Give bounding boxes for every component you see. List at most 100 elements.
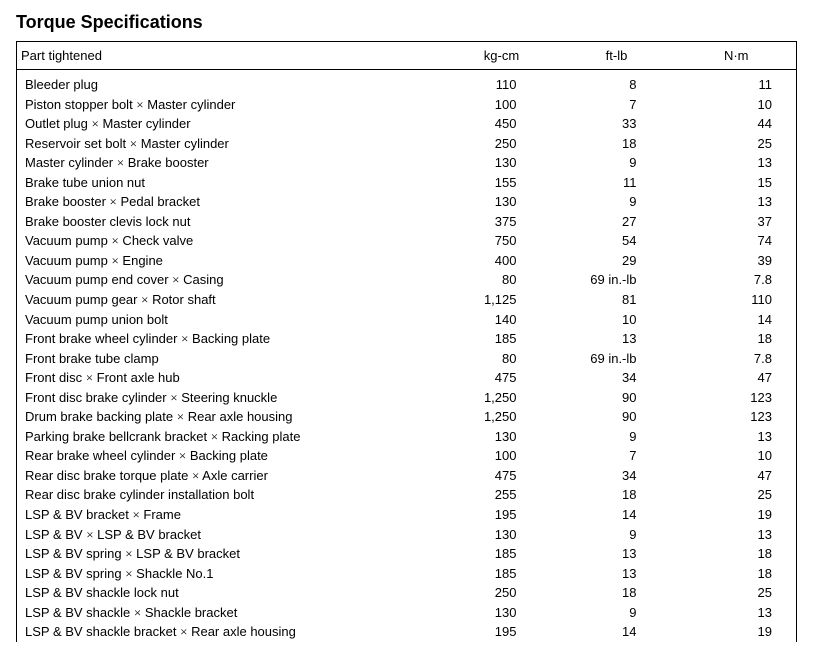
- cell-nm: 39: [677, 251, 797, 271]
- cell-ftlb: 54: [557, 231, 677, 251]
- cell-part: Rear brake wheel cylinder × Backing plat…: [17, 446, 447, 466]
- cell-part: Brake tube union nut: [17, 173, 447, 193]
- table-row: Reservoir set bolt × Master cylinder2501…: [17, 134, 797, 154]
- cell-ftlb: 34: [557, 466, 677, 486]
- table-row: LSP & BV shackle bracket × Rear axle hou…: [17, 622, 797, 642]
- cell-nm: 10: [677, 446, 797, 466]
- cell-part: LSP & BV × LSP & BV bracket: [17, 525, 447, 545]
- cell-ftlb: 13: [557, 329, 677, 349]
- cell-kgcm: 140: [447, 310, 557, 330]
- cell-nm: 47: [677, 368, 797, 388]
- col-header-part: Part tightened: [17, 42, 447, 70]
- cell-nm: 13: [677, 153, 797, 173]
- table-row: Outlet plug × Master cylinder4503344: [17, 114, 797, 134]
- table-row: LSP & BV × LSP & BV bracket130913: [17, 525, 797, 545]
- cell-kgcm: 130: [447, 427, 557, 447]
- cell-kgcm: 1,250: [447, 388, 557, 408]
- table-row: Vacuum pump × Engine4002939: [17, 251, 797, 271]
- col-header-kgcm: kg-cm: [447, 42, 557, 70]
- cell-nm: 11: [677, 70, 797, 95]
- cell-nm: 10: [677, 95, 797, 115]
- cell-part: Brake booster × Pedal bracket: [17, 192, 447, 212]
- cell-part: Vacuum pump end cover × Casing: [17, 270, 447, 290]
- cell-nm: 13: [677, 603, 797, 623]
- cell-nm: 25: [677, 485, 797, 505]
- cell-part: Front brake wheel cylinder × Backing pla…: [17, 329, 447, 349]
- cell-nm: 13: [677, 192, 797, 212]
- cell-ftlb: 18: [557, 583, 677, 603]
- cell-part: Vacuum pump gear × Rotor shaft: [17, 290, 447, 310]
- cell-ftlb: 9: [557, 192, 677, 212]
- cell-nm: 74: [677, 231, 797, 251]
- cell-ftlb: 13: [557, 564, 677, 584]
- cell-part: Parking brake bellcrank bracket × Rackin…: [17, 427, 447, 447]
- cell-nm: 13: [677, 427, 797, 447]
- table-header-row: Part tightened kg-cm ft-lb N·m: [17, 42, 797, 70]
- cell-nm: 7.8: [677, 349, 797, 369]
- table-row: Parking brake bellcrank bracket × Rackin…: [17, 427, 797, 447]
- cell-ftlb: 9: [557, 427, 677, 447]
- page-title: Torque Specifications: [16, 12, 797, 33]
- cell-kgcm: 255: [447, 485, 557, 505]
- cell-kgcm: 195: [447, 622, 557, 642]
- cell-kgcm: 130: [447, 603, 557, 623]
- cell-kgcm: 475: [447, 466, 557, 486]
- cell-ftlb: 34: [557, 368, 677, 388]
- cell-nm: 37: [677, 212, 797, 232]
- cell-ftlb: 7: [557, 446, 677, 466]
- cell-kgcm: 185: [447, 564, 557, 584]
- cell-nm: 123: [677, 407, 797, 427]
- cell-kgcm: 185: [447, 544, 557, 564]
- cell-kgcm: 80: [447, 349, 557, 369]
- cell-kgcm: 1,125: [447, 290, 557, 310]
- cell-part: LSP & BV shackle bracket × Rear axle hou…: [17, 622, 447, 642]
- cell-part: LSP & BV shackle lock nut: [17, 583, 447, 603]
- cell-ftlb: 9: [557, 153, 677, 173]
- cell-part: Master cylinder × Brake booster: [17, 153, 447, 173]
- table-row: Vacuum pump gear × Rotor shaft1,12581110: [17, 290, 797, 310]
- cell-ftlb: 69 in.-lb: [557, 349, 677, 369]
- cell-ftlb: 29: [557, 251, 677, 271]
- cell-kgcm: 375: [447, 212, 557, 232]
- cell-kgcm: 100: [447, 446, 557, 466]
- table-row: Master cylinder × Brake booster130913: [17, 153, 797, 173]
- table-row: Rear disc brake cylinder installation bo…: [17, 485, 797, 505]
- table-row: Piston stopper bolt × Master cylinder100…: [17, 95, 797, 115]
- table-row: Front disc brake cylinder × Steering knu…: [17, 388, 797, 408]
- cell-ftlb: 90: [557, 407, 677, 427]
- cell-kgcm: 450: [447, 114, 557, 134]
- table-row: LSP & BV spring × Shackle No.11851318: [17, 564, 797, 584]
- table-row: Brake tube union nut1551115: [17, 173, 797, 193]
- cell-ftlb: 13: [557, 544, 677, 564]
- cell-nm: 25: [677, 134, 797, 154]
- cell-ftlb: 27: [557, 212, 677, 232]
- table-row: Rear brake wheel cylinder × Backing plat…: [17, 446, 797, 466]
- cell-kgcm: 750: [447, 231, 557, 251]
- cell-nm: 18: [677, 564, 797, 584]
- cell-part: Vacuum pump union bolt: [17, 310, 447, 330]
- table-row: LSP & BV shackle lock nut2501825: [17, 583, 797, 603]
- cell-kgcm: 110: [447, 70, 557, 95]
- cell-part: Rear disc brake cylinder installation bo…: [17, 485, 447, 505]
- cell-part: Vacuum pump × Engine: [17, 251, 447, 271]
- table-row: LSP & BV bracket × Frame1951419: [17, 505, 797, 525]
- cell-part: Bleeder plug: [17, 70, 447, 95]
- cell-kgcm: 400: [447, 251, 557, 271]
- cell-kgcm: 250: [447, 134, 557, 154]
- cell-part: Drum brake backing plate × Rear axle hou…: [17, 407, 447, 427]
- cell-ftlb: 7: [557, 95, 677, 115]
- cell-part: Rear disc brake torque plate × Axle carr…: [17, 466, 447, 486]
- cell-nm: 14: [677, 310, 797, 330]
- cell-ftlb: 14: [557, 505, 677, 525]
- col-header-ftlb: ft-lb: [557, 42, 677, 70]
- cell-part: Front disc × Front axle hub: [17, 368, 447, 388]
- cell-ftlb: 8: [557, 70, 677, 95]
- table-row: Vacuum pump × Check valve7505474: [17, 231, 797, 251]
- table-row: Vacuum pump end cover × Casing8069 in.-l…: [17, 270, 797, 290]
- cell-nm: 44: [677, 114, 797, 134]
- table-row: Drum brake backing plate × Rear axle hou…: [17, 407, 797, 427]
- cell-nm: 25: [677, 583, 797, 603]
- cell-ftlb: 69 in.-lb: [557, 270, 677, 290]
- cell-nm: 13: [677, 525, 797, 545]
- col-header-nm: N·m: [677, 42, 797, 70]
